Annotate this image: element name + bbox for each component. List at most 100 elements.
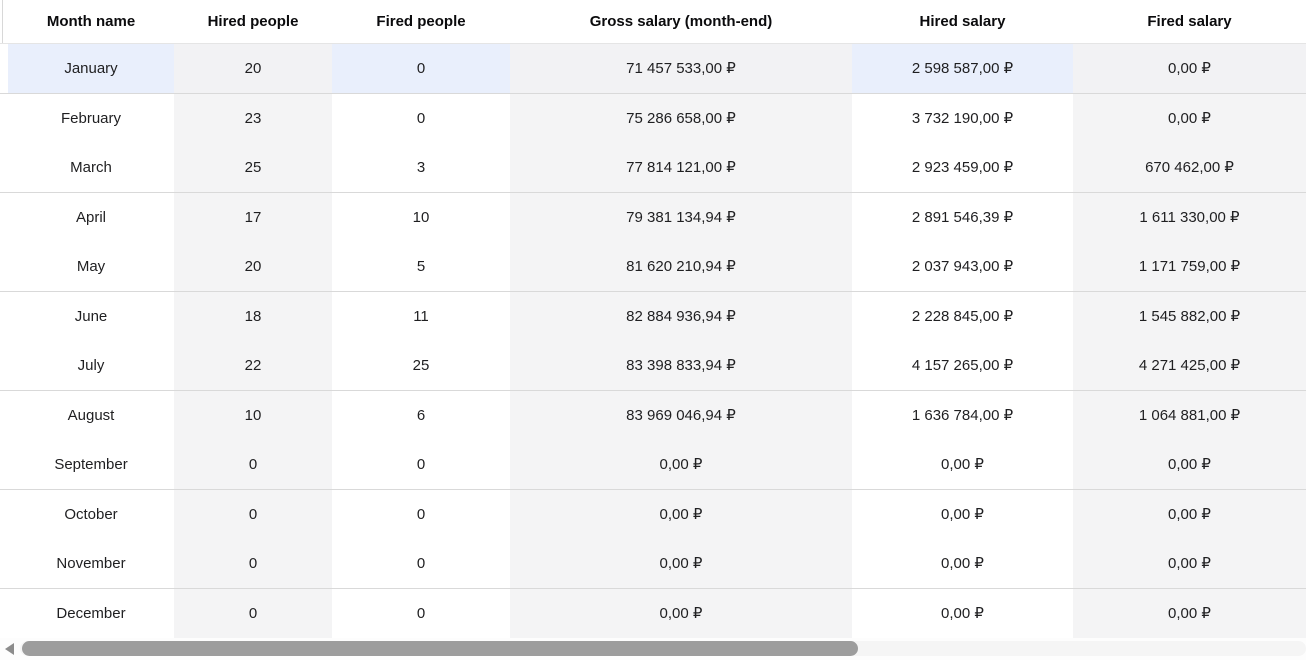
column-header-fired-salary[interactable]: Fired salary: [1147, 13, 1232, 30]
cell-fired-salary[interactable]: 1 611 330,00 ₽: [1073, 192, 1306, 242]
cell-fired-people[interactable]: 0: [332, 489, 510, 539]
cell-fired-people[interactable]: 3: [332, 143, 510, 192]
table-row[interactable]: April 17 10 79 381 134,94 ₽ 2 891 546,39…: [0, 192, 1306, 242]
cell-hired-salary[interactable]: 2 228 845,00 ₽: [852, 291, 1073, 341]
cell-fired-people[interactable]: 0: [332, 44, 510, 93]
cell-hired-people[interactable]: 20: [174, 44, 332, 93]
cell-fired-salary[interactable]: 1 064 881,00 ₽: [1073, 390, 1306, 440]
row-left-margin: [0, 242, 8, 291]
column-header-hired-people[interactable]: Hired people: [207, 13, 299, 30]
cell-month-name[interactable]: December: [8, 588, 174, 638]
cell-hired-people[interactable]: 0: [174, 440, 332, 489]
table-row[interactable]: October 0 0 0,00 ₽ 0,00 ₽ 0,00 ₽: [0, 489, 1306, 539]
cell-hired-salary[interactable]: 3 732 190,00 ₽: [852, 93, 1073, 143]
cell-month-name[interactable]: June: [8, 291, 174, 341]
cell-gross-salary[interactable]: 82 884 936,94 ₽: [510, 291, 852, 341]
left-arrow-icon[interactable]: [5, 643, 14, 655]
cell-hired-people[interactable]: 25: [174, 143, 332, 192]
cell-fired-salary[interactable]: 0,00 ₽: [1073, 489, 1306, 539]
cell-month-name[interactable]: May: [8, 242, 174, 291]
cell-fired-salary[interactable]: 1 171 759,00 ₽: [1073, 242, 1306, 291]
horizontal-scrollbar[interactable]: [0, 638, 1306, 660]
cell-gross-salary[interactable]: 75 286 658,00 ₽: [510, 93, 852, 143]
cell-fired-salary[interactable]: 0,00 ₽: [1073, 440, 1306, 489]
row-left-margin: [0, 93, 8, 143]
cell-hired-salary[interactable]: 0,00 ₽: [852, 489, 1073, 539]
cell-fired-people[interactable]: 6: [332, 390, 510, 440]
cell-hired-salary[interactable]: 2 891 546,39 ₽: [852, 192, 1073, 242]
cell-gross-salary[interactable]: 83 398 833,94 ₽: [510, 341, 852, 390]
cell-hired-salary[interactable]: 0,00 ₽: [852, 588, 1073, 638]
cell-fired-people[interactable]: 25: [332, 341, 510, 390]
cell-gross-salary[interactable]: 71 457 533,00 ₽: [510, 44, 852, 93]
cell-fired-people[interactable]: 10: [332, 192, 510, 242]
cell-fired-people[interactable]: 0: [332, 440, 510, 489]
cell-fired-people[interactable]: 0: [332, 539, 510, 588]
cell-month-name[interactable]: July: [8, 341, 174, 390]
cell-month-name[interactable]: October: [8, 489, 174, 539]
cell-fired-salary[interactable]: 0,00 ₽: [1073, 539, 1306, 588]
cell-gross-salary[interactable]: 81 620 210,94 ₽: [510, 242, 852, 291]
cell-gross-salary[interactable]: 0,00 ₽: [510, 588, 852, 638]
scrollbar-thumb[interactable]: [22, 641, 858, 656]
cell-month-name[interactable]: February: [8, 93, 174, 143]
cell-gross-salary[interactable]: 83 969 046,94 ₽: [510, 390, 852, 440]
cell-gross-salary[interactable]: 0,00 ₽: [510, 489, 852, 539]
table-row[interactable]: June 18 11 82 884 936,94 ₽ 2 228 845,00 …: [0, 291, 1306, 341]
cell-month-name[interactable]: April: [8, 192, 174, 242]
cell-hired-salary[interactable]: 4 157 265,00 ₽: [852, 341, 1073, 390]
table-row[interactable]: November 0 0 0,00 ₽ 0,00 ₽ 0,00 ₽: [0, 539, 1306, 589]
cell-hired-people[interactable]: 17: [174, 192, 332, 242]
cell-fired-salary[interactable]: 670 462,00 ₽: [1073, 143, 1306, 192]
cell-gross-salary[interactable]: 77 814 121,00 ₽: [510, 143, 852, 192]
column-header-month-name[interactable]: Month name: [46, 13, 136, 30]
table-row[interactable]: May 20 5 81 620 210,94 ₽ 2 037 943,00 ₽ …: [0, 242, 1306, 292]
table-row[interactable]: July 22 25 83 398 833,94 ₽ 4 157 265,00 …: [0, 341, 1306, 391]
cell-hired-people[interactable]: 23: [174, 93, 332, 143]
table-row[interactable]: August 10 6 83 969 046,94 ₽ 1 636 784,00…: [0, 390, 1306, 440]
cell-hired-salary[interactable]: 0,00 ₽: [852, 440, 1073, 489]
row-left-margin: [0, 440, 8, 489]
cell-fired-salary[interactable]: 4 271 425,00 ₽: [1073, 341, 1306, 390]
row-left-margin: [0, 489, 8, 539]
cell-hired-people[interactable]: 0: [174, 539, 332, 588]
cell-fired-people[interactable]: 5: [332, 242, 510, 291]
table-row[interactable]: January 20 0 71 457 533,00 ₽ 2 598 587,0…: [0, 44, 1306, 94]
row-left-margin: [0, 588, 8, 638]
cell-month-name[interactable]: September: [8, 440, 174, 489]
row-left-margin: [0, 390, 8, 440]
cell-fired-people[interactable]: 0: [332, 588, 510, 638]
column-header-hired-salary[interactable]: Hired salary: [919, 13, 1006, 30]
cell-fired-people[interactable]: 11: [332, 291, 510, 341]
cell-gross-salary[interactable]: 0,00 ₽: [510, 539, 852, 588]
cell-fired-people[interactable]: 0: [332, 93, 510, 143]
cell-fired-salary[interactable]: 0,00 ₽: [1073, 44, 1306, 93]
cell-hired-people[interactable]: 0: [174, 588, 332, 638]
cell-hired-people[interactable]: 18: [174, 291, 332, 341]
cell-hired-salary[interactable]: 2 598 587,00 ₽: [852, 44, 1073, 93]
cell-hired-salary[interactable]: 2 037 943,00 ₽: [852, 242, 1073, 291]
cell-hired-people[interactable]: 22: [174, 341, 332, 390]
column-header-gross-salary[interactable]: Gross salary (month-end): [589, 13, 773, 30]
column-header-fired-people[interactable]: Fired people: [376, 13, 466, 30]
cell-fired-salary[interactable]: 1 545 882,00 ₽: [1073, 291, 1306, 341]
cell-hired-people[interactable]: 0: [174, 489, 332, 539]
cell-hired-salary[interactable]: 1 636 784,00 ₽: [852, 390, 1073, 440]
cell-month-name[interactable]: January: [8, 44, 174, 93]
cell-hired-salary[interactable]: 2 923 459,00 ₽: [852, 143, 1073, 192]
cell-hired-salary[interactable]: 0,00 ₽: [852, 539, 1073, 588]
table-row[interactable]: March 25 3 77 814 121,00 ₽ 2 923 459,00 …: [0, 143, 1306, 193]
table-row[interactable]: September 0 0 0,00 ₽ 0,00 ₽ 0,00 ₽: [0, 440, 1306, 490]
table-row[interactable]: December 0 0 0,00 ₽ 0,00 ₽ 0,00 ₽: [0, 588, 1306, 638]
cell-month-name[interactable]: November: [8, 539, 174, 588]
table-row[interactable]: February 23 0 75 286 658,00 ₽ 3 732 190,…: [0, 93, 1306, 143]
cell-gross-salary[interactable]: 0,00 ₽: [510, 440, 852, 489]
cell-hired-people[interactable]: 20: [174, 242, 332, 291]
cell-hired-people[interactable]: 10: [174, 390, 332, 440]
cell-fired-salary[interactable]: 0,00 ₽: [1073, 588, 1306, 638]
cell-month-name[interactable]: March: [8, 143, 174, 192]
cell-gross-salary[interactable]: 79 381 134,94 ₽: [510, 192, 852, 242]
cell-month-name[interactable]: August: [8, 390, 174, 440]
cell-fired-salary[interactable]: 0,00 ₽: [1073, 93, 1306, 143]
